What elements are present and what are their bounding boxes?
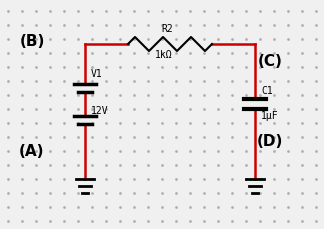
Text: V1: V1: [91, 69, 103, 79]
Text: 1kΩ: 1kΩ: [155, 50, 173, 60]
Text: 12V: 12V: [91, 106, 109, 116]
Text: (D): (D): [257, 134, 283, 148]
Text: C1: C1: [261, 86, 273, 96]
Text: 1μF: 1μF: [261, 111, 279, 121]
Text: (A): (A): [19, 144, 45, 158]
Text: (B): (B): [19, 33, 45, 49]
Text: (C): (C): [258, 54, 283, 68]
Text: R2: R2: [161, 24, 173, 34]
